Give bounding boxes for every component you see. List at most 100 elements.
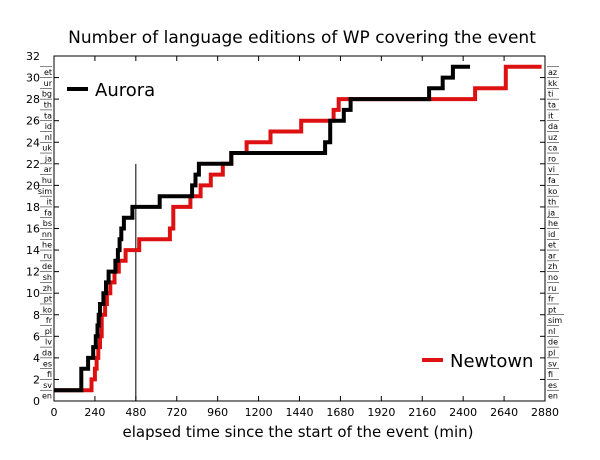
language-label-aurora: ar: [44, 165, 53, 174]
language-label-aurora: th: [44, 101, 52, 110]
language-label-newtown: fa: [548, 176, 556, 185]
y-tick-label: 30: [26, 72, 40, 85]
language-label-aurora: it: [47, 198, 52, 207]
y-tick-label: 2: [33, 373, 40, 386]
language-label-newtown: sim: [548, 316, 562, 325]
plot-frame: [53, 55, 546, 402]
language-label-newtown: it: [548, 111, 553, 120]
y-tick-label: 4: [33, 352, 40, 365]
x-tick-label: 2880: [531, 406, 559, 419]
language-label-newtown: et: [548, 241, 556, 250]
language-label-newtown: de: [548, 338, 558, 347]
language-label-newtown: he: [548, 219, 558, 228]
language-label-aurora: et: [44, 68, 52, 77]
language-label-aurora: uk: [42, 144, 52, 153]
language-label-aurora: sim: [38, 187, 52, 196]
y-tick-label: 6: [33, 330, 40, 343]
language-label-newtown: ca: [548, 144, 557, 153]
language-label-aurora: sh: [43, 273, 52, 282]
x-tick-label: 1200: [245, 406, 273, 419]
language-label-newtown: en: [548, 392, 558, 401]
language-label-aurora: zh: [43, 284, 52, 293]
language-label-aurora: fr: [46, 316, 53, 325]
x-tick-label: 1920: [367, 406, 395, 419]
plot-area: 0 240 480 720 960 1200 1440 1680 1920 2160 2400 264…: [26, 50, 559, 419]
language-label-newtown: az: [548, 68, 557, 77]
language-label-newtown: kk: [548, 79, 558, 88]
language-label-newtown: da: [548, 122, 558, 131]
language-label-aurora: bg: [42, 90, 52, 99]
series-line-aurora: [54, 64, 470, 393]
language-label-newtown: id: [548, 230, 555, 239]
language-label-newtown: ja: [547, 208, 555, 217]
language-label-newtown: zh: [548, 262, 557, 271]
language-label-newtown: pt: [548, 305, 556, 314]
language-label-aurora: ta: [44, 111, 52, 120]
language-label-aurora: ur: [44, 79, 53, 88]
y-tick-label: 8: [33, 309, 40, 322]
x-tick-label: 1440: [286, 406, 314, 419]
x-tick-label: 2160: [408, 406, 436, 419]
x-tick-label: 0: [51, 406, 58, 419]
language-label-newtown: es: [548, 381, 557, 390]
language-label-aurora: id: [45, 122, 52, 131]
y-tick-label: 10: [26, 287, 40, 300]
x-tick-label: 2640: [490, 406, 518, 419]
language-label-newtown: no: [548, 273, 558, 282]
y-tick-label: 20: [26, 179, 40, 192]
language-label-newtown: ru: [548, 284, 556, 293]
language-label-aurora: da: [42, 348, 52, 357]
language-label-newtown: ko: [548, 187, 557, 196]
language-label-aurora: lv: [45, 338, 52, 347]
y-tick-label: 28: [26, 93, 40, 106]
language-label-aurora: ru: [44, 251, 52, 260]
language-label-newtown: fr: [548, 295, 555, 304]
language-label-aurora: ja: [44, 154, 52, 163]
y-tick-label: 12: [26, 266, 40, 279]
language-label-aurora: pt: [44, 295, 52, 304]
x-tick-label: 720: [166, 406, 187, 419]
language-label-aurora: de: [42, 262, 52, 271]
language-label-newtown: nl: [548, 327, 555, 336]
language-label-aurora: pl: [45, 327, 52, 336]
y-tick-label: 16: [26, 223, 40, 236]
x-tick-label: 240: [84, 406, 105, 419]
language-label-aurora: fi: [47, 370, 52, 379]
legend-aurora-label: Aurora: [95, 80, 155, 101]
language-label-aurora: bs: [43, 219, 52, 228]
x-tick-label: 2400: [449, 406, 477, 419]
language-label-newtown: pl: [548, 348, 555, 357]
language-label-newtown: sv: [548, 359, 557, 368]
y-tick-label: 26: [26, 115, 40, 128]
language-label-newtown: uz: [548, 133, 557, 142]
language-label-aurora: es: [43, 359, 52, 368]
language-label-newtown: ti: [548, 90, 553, 99]
language-label-aurora: hu: [42, 176, 52, 185]
y-tick-label: 24: [26, 136, 40, 149]
language-label-newtown: ro: [548, 154, 556, 163]
language-label-aurora: fa: [44, 208, 52, 217]
x-tick-label: 1680: [326, 406, 354, 419]
y-tick-label: 0: [33, 395, 40, 408]
legend-newtown: Newtown: [422, 351, 533, 372]
x-tick-label: 480: [125, 406, 146, 419]
y-tick-label: 14: [26, 244, 40, 257]
language-label-aurora: he: [42, 241, 52, 250]
y-tick-label: 22: [26, 158, 40, 171]
language-label-aurora: nl: [45, 133, 52, 142]
language-label-aurora: nn: [42, 230, 52, 239]
language-label-newtown: th: [548, 198, 556, 207]
y-tick-label: 32: [26, 50, 40, 63]
y-tick-label: 18: [26, 201, 40, 214]
legend-aurora: Aurora: [67, 80, 155, 101]
language-label-newtown: ta: [548, 101, 556, 110]
x-axis-label: elapsed time since the start of the even…: [122, 423, 473, 441]
language-label-aurora: en: [42, 392, 52, 401]
language-label-aurora: sv: [43, 381, 52, 390]
language-label-newtown: fi: [548, 370, 553, 379]
legend-newtown-label: Newtown: [450, 351, 533, 372]
chart-title: Number of language editions of WP coveri…: [68, 28, 536, 48]
